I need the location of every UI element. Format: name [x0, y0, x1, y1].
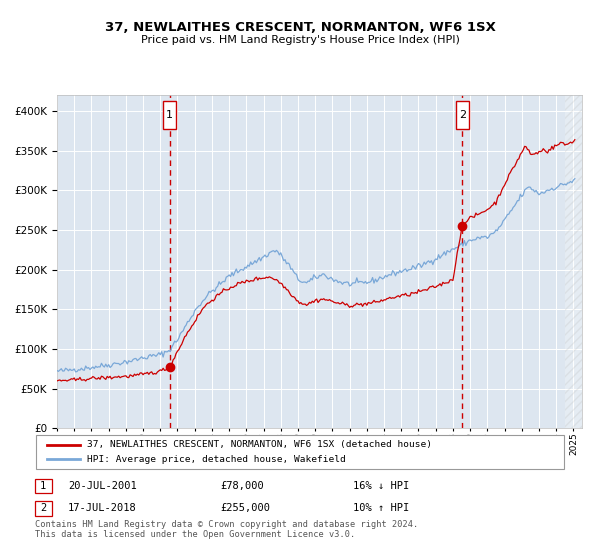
Text: 20-JUL-2001: 20-JUL-2001: [68, 481, 137, 491]
FancyBboxPatch shape: [455, 101, 469, 129]
Text: 2: 2: [40, 503, 46, 514]
Text: 1: 1: [166, 110, 173, 120]
Text: 1: 1: [40, 481, 46, 491]
Text: Price paid vs. HM Land Registry's House Price Index (HPI): Price paid vs. HM Land Registry's House …: [140, 35, 460, 45]
Text: 37, NEWLAITHES CRESCENT, NORMANTON, WF6 1SX (detached house): 37, NEWLAITHES CRESCENT, NORMANTON, WF6 …: [87, 440, 432, 449]
Text: £78,000: £78,000: [221, 481, 265, 491]
Text: Contains HM Land Registry data © Crown copyright and database right 2024.
This d: Contains HM Land Registry data © Crown c…: [35, 520, 418, 539]
Text: 10% ↑ HPI: 10% ↑ HPI: [353, 503, 409, 514]
Text: 16% ↓ HPI: 16% ↓ HPI: [353, 481, 409, 491]
Bar: [565, 95, 582, 428]
Text: 17-JUL-2018: 17-JUL-2018: [68, 503, 137, 514]
Text: £255,000: £255,000: [221, 503, 271, 514]
Text: 37, NEWLAITHES CRESCENT, NORMANTON, WF6 1SX: 37, NEWLAITHES CRESCENT, NORMANTON, WF6 …: [104, 21, 496, 34]
FancyBboxPatch shape: [163, 101, 176, 129]
Text: 2: 2: [458, 110, 466, 120]
Text: HPI: Average price, detached house, Wakefield: HPI: Average price, detached house, Wake…: [87, 455, 346, 464]
